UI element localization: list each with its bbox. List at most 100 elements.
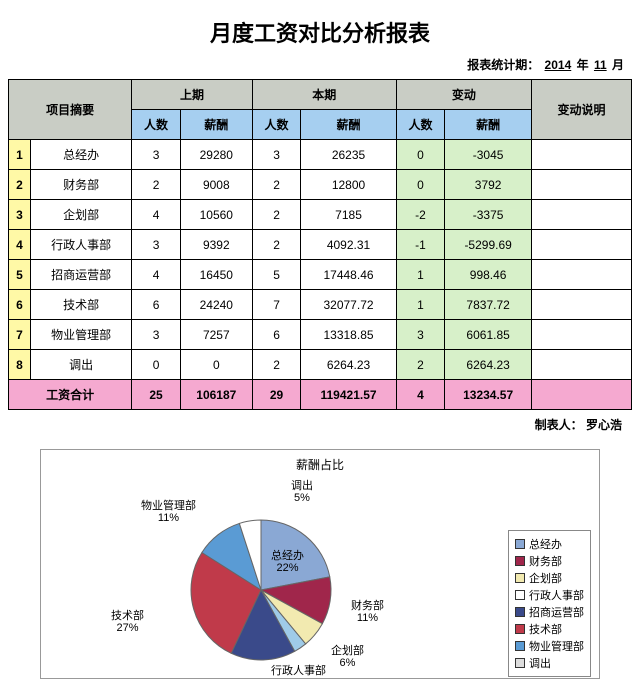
header-change-desc: 变动说明 — [532, 80, 632, 140]
legend-swatch — [515, 658, 525, 668]
row-prev-persons: 3 — [132, 320, 180, 350]
row-change-persons: -2 — [396, 200, 444, 230]
legend-item: 总经办 — [515, 536, 584, 552]
row-dept: 总经办 — [31, 140, 132, 170]
sub-curr-salary: 薪酬 — [301, 110, 397, 140]
row-change-salary: -3045 — [445, 140, 532, 170]
row-curr-salary: 6264.23 — [301, 350, 397, 380]
row-curr-salary: 32077.72 — [301, 290, 397, 320]
sub-change-salary: 薪酬 — [445, 110, 532, 140]
sub-prev-persons: 人数 — [132, 110, 180, 140]
total-curr-salary: 119421.57 — [301, 380, 397, 410]
row-change-salary: 998.46 — [445, 260, 532, 290]
preparer-name: 罗心浩 — [586, 418, 622, 432]
total-row: 工资合计2510618729119421.57413234.57 — [9, 380, 632, 410]
row-prev-persons: 6 — [132, 290, 180, 320]
row-change-salary: 3792 — [445, 170, 532, 200]
legend-item: 财务部 — [515, 553, 584, 569]
row-prev-salary: 7257 — [180, 320, 252, 350]
row-curr-persons: 2 — [252, 350, 300, 380]
row-prev-persons: 3 — [132, 140, 180, 170]
row-curr-persons: 5 — [252, 260, 300, 290]
table-row: 7物业管理部37257613318.8536061.85 — [9, 320, 632, 350]
row-curr-persons: 2 — [252, 230, 300, 260]
preparer-label: 制表人： — [535, 418, 583, 432]
pie-label: 总经办22% — [271, 550, 304, 574]
legend-label: 调出 — [529, 655, 551, 671]
row-prev-persons: 3 — [132, 230, 180, 260]
row-dept: 物业管理部 — [31, 320, 132, 350]
period-year-suffix: 年 — [577, 58, 589, 72]
legend-item: 行政人事部 — [515, 587, 584, 603]
row-change-desc — [532, 260, 632, 290]
salary-table: 项目摘要 上期 本期 变动 变动说明 人数 薪酬 人数 薪酬 人数 薪酬 1总经… — [8, 79, 632, 410]
legend-item: 物业管理部 — [515, 638, 584, 654]
row-prev-salary: 24240 — [180, 290, 252, 320]
pie-label: 企划部6% — [331, 645, 364, 669]
row-prev-salary: 0 — [180, 350, 252, 380]
row-index: 2 — [9, 170, 31, 200]
row-index: 3 — [9, 200, 31, 230]
preparer-row: 制表人： 罗心浩 — [8, 410, 632, 443]
legend-swatch — [515, 590, 525, 600]
table-row: 3企划部41056027185-2-3375 — [9, 200, 632, 230]
row-change-persons: 1 — [396, 290, 444, 320]
header-item: 项目摘要 — [9, 80, 132, 140]
row-index: 1 — [9, 140, 31, 170]
table-row: 5招商运营部416450517448.461998.46 — [9, 260, 632, 290]
row-change-salary: -3375 — [445, 200, 532, 230]
sub-curr-persons: 人数 — [252, 110, 300, 140]
legend-item: 调出 — [515, 655, 584, 671]
legend-label: 招商运营部 — [529, 604, 584, 620]
row-prev-persons: 4 — [132, 200, 180, 230]
row-curr-salary: 7185 — [301, 200, 397, 230]
row-change-desc — [532, 320, 632, 350]
table-row: 4行政人事部3939224092.31-1-5299.69 — [9, 230, 632, 260]
row-prev-persons: 4 — [132, 260, 180, 290]
legend-item: 技术部 — [515, 621, 584, 637]
row-prev-salary: 29280 — [180, 140, 252, 170]
chart-title: 薪酬占比 — [41, 450, 599, 479]
sub-prev-salary: 薪酬 — [180, 110, 252, 140]
row-dept: 技术部 — [31, 290, 132, 320]
row-curr-persons: 7 — [252, 290, 300, 320]
legend-label: 总经办 — [529, 536, 562, 552]
row-curr-salary: 26235 — [301, 140, 397, 170]
pie-label: 行政人事部3% — [271, 665, 326, 679]
row-curr-persons: 2 — [252, 200, 300, 230]
row-curr-salary: 13318.85 — [301, 320, 397, 350]
row-change-desc — [532, 170, 632, 200]
table-row: 6技术部624240732077.7217837.72 — [9, 290, 632, 320]
header-curr: 本期 — [252, 80, 396, 110]
row-index: 8 — [9, 350, 31, 380]
header-prev: 上期 — [132, 80, 252, 110]
row-dept: 调出 — [31, 350, 132, 380]
row-curr-persons: 6 — [252, 320, 300, 350]
row-change-desc — [532, 230, 632, 260]
pie-label: 调出5% — [291, 480, 313, 504]
row-change-desc — [532, 350, 632, 380]
period-month-suffix: 月 — [612, 58, 624, 72]
legend-label: 财务部 — [529, 553, 562, 569]
total-change-persons: 4 — [396, 380, 444, 410]
row-change-persons: -1 — [396, 230, 444, 260]
row-dept: 企划部 — [31, 200, 132, 230]
legend-label: 物业管理部 — [529, 638, 584, 654]
row-change-persons: 0 — [396, 170, 444, 200]
row-change-salary: 6264.23 — [445, 350, 532, 380]
period-year: 2014 — [543, 58, 574, 72]
report-period: 报表统计期： 2014 年 11 月 — [8, 52, 632, 79]
row-curr-persons: 3 — [252, 140, 300, 170]
period-month: 11 — [592, 58, 609, 72]
pie-area — [181, 510, 341, 673]
sub-change-persons: 人数 — [396, 110, 444, 140]
total-prev-persons: 25 — [132, 380, 180, 410]
pie-label: 技术部27% — [111, 610, 144, 634]
legend-label: 行政人事部 — [529, 587, 584, 603]
row-change-desc — [532, 140, 632, 170]
total-change-salary: 13234.57 — [445, 380, 532, 410]
legend-swatch — [515, 641, 525, 651]
row-prev-persons: 2 — [132, 170, 180, 200]
pie-label: 财务部11% — [351, 600, 384, 624]
legend-swatch — [515, 624, 525, 634]
